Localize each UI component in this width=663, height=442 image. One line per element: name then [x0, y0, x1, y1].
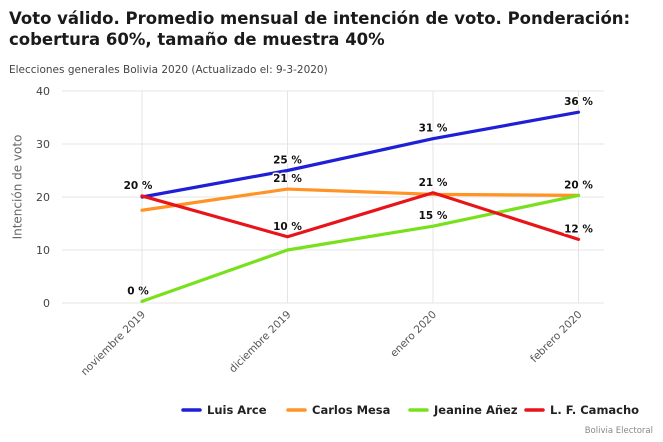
legend-label: Carlos Mesa — [312, 403, 390, 417]
data-label: 25 % — [273, 155, 302, 167]
data-label: 15 % — [419, 210, 448, 222]
x-tick-labels: noviembre 2019 diciembre 2019 enero 2020 fe… — [79, 309, 585, 378]
series-line-1 — [140, 110, 581, 199]
data-label: 21 % — [273, 173, 302, 185]
legend: Luis Arce Carlos Mesa Jeanine Añez L. F. Ca… — [181, 403, 639, 417]
x-tick-label: noviembre 2019 — [79, 309, 148, 378]
x-tick-label: enero 2020 — [388, 309, 439, 360]
data-label: 20 % — [564, 179, 593, 191]
legend-label: L. F. Camacho — [550, 403, 639, 417]
y-tick-label: 20 — [36, 191, 50, 204]
x-tick-label: diciembre 2019 — [227, 309, 294, 376]
series-line-2 — [140, 187, 581, 212]
data-label: 10 % — [273, 221, 302, 233]
data-label: 20 % — [124, 180, 153, 192]
data-labels: 25 % 31 % 36 % 21 % 0 % 15 % 20 % 20 % 10 % 21 % 1… — [122, 95, 595, 299]
chart-subtitle: Elecciones generales Bolivia 2020 (Actua… — [9, 64, 328, 76]
series-line-4 — [140, 191, 581, 241]
series-line-3 — [140, 193, 581, 304]
data-label: 21 % — [419, 177, 448, 189]
series-lines — [140, 110, 581, 304]
x-tick-label: febrero 2020 — [528, 309, 585, 366]
y-tick-label: 30 — [36, 138, 50, 151]
chart-title: Voto válido. Promedio mensual de intenci… — [9, 9, 631, 49]
legend-label: Luis Arce — [207, 403, 267, 417]
y-tick-label: 40 — [36, 85, 50, 98]
data-label: 36 % — [564, 96, 593, 108]
data-label: 0 % — [127, 285, 149, 297]
y-tick-labels: 0 10 20 30 40 — [36, 85, 50, 310]
y-tick-label: 0 — [43, 297, 50, 310]
legend-label: Jeanine Añez — [433, 403, 518, 417]
data-label: 12 % — [564, 223, 593, 235]
source-credit: Bolivia Electoral — [584, 426, 653, 436]
data-label: 31 % — [419, 123, 448, 135]
y-tick-label: 10 — [36, 244, 50, 257]
